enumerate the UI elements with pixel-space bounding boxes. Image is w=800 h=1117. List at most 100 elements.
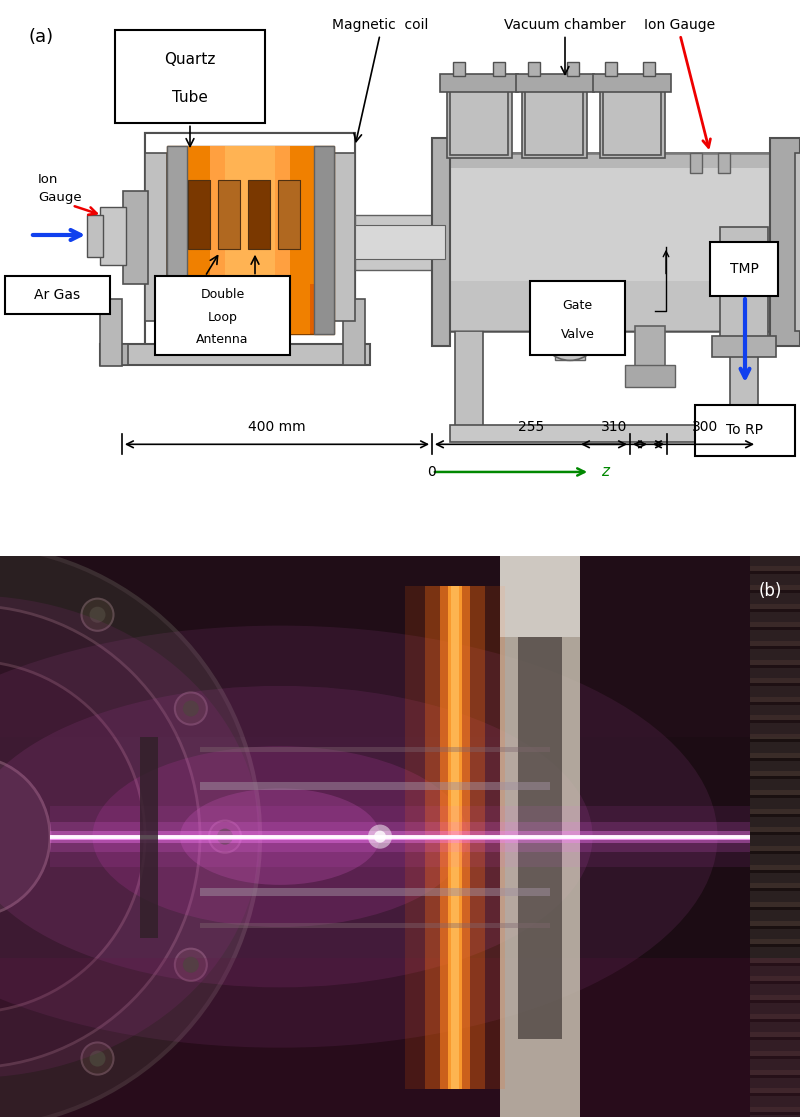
Bar (750, 907, 800, 910)
Bar (750, 901, 800, 910)
Bar (567, 63, 579, 76)
Bar (690, 153, 702, 173)
Bar (425, 586, 485, 1089)
Bar (314, 146, 334, 334)
Bar (493, 63, 505, 76)
Circle shape (82, 599, 114, 631)
Text: Double: Double (200, 288, 245, 300)
Circle shape (183, 700, 199, 716)
Bar (440, 281, 775, 331)
Circle shape (540, 302, 600, 361)
Bar (225, 146, 275, 334)
Bar (750, 697, 800, 705)
Bar (750, 995, 800, 1003)
Circle shape (0, 661, 145, 1012)
Bar (440, 153, 775, 168)
Bar (750, 1019, 800, 1022)
Bar (750, 603, 800, 612)
Bar (750, 1094, 800, 1097)
Bar (635, 326, 665, 380)
Bar (140, 737, 158, 938)
Bar (167, 146, 334, 285)
Bar (750, 976, 800, 984)
Bar (432, 139, 450, 345)
Text: Valve: Valve (561, 328, 594, 341)
Ellipse shape (0, 595, 260, 1078)
Bar (750, 1088, 800, 1097)
Circle shape (374, 831, 386, 842)
Bar (750, 790, 800, 798)
Text: Vacuum chamber: Vacuum chamber (504, 18, 626, 31)
Text: Ion Gauge: Ion Gauge (645, 18, 715, 31)
Bar (750, 720, 800, 724)
Bar (405, 586, 505, 1089)
Bar (750, 684, 800, 686)
Text: 300: 300 (692, 420, 718, 433)
Bar (155, 276, 290, 355)
Circle shape (90, 607, 106, 623)
Bar (750, 716, 800, 724)
Text: TMP: TMP (730, 262, 758, 276)
Circle shape (0, 545, 260, 1117)
Bar (355, 216, 445, 269)
Bar (451, 586, 459, 1089)
Bar (750, 1107, 800, 1115)
Bar (750, 1014, 800, 1022)
Bar (750, 795, 800, 798)
Bar (750, 571, 800, 574)
Text: Quartz: Quartz (164, 52, 216, 67)
Bar (750, 1051, 800, 1059)
Bar (750, 865, 800, 872)
Text: (b): (b) (758, 582, 782, 601)
Bar (440, 586, 470, 1089)
Bar (190, 146, 310, 334)
Bar (115, 30, 265, 123)
Bar (167, 146, 334, 334)
Bar (750, 870, 800, 872)
Text: 0: 0 (428, 465, 436, 479)
Bar (750, 609, 800, 612)
Bar (730, 331, 758, 430)
Bar (518, 637, 562, 1039)
Bar (0, 958, 800, 1117)
Bar (530, 281, 625, 355)
Bar (188, 180, 210, 249)
Bar (750, 813, 800, 817)
Bar (440, 153, 775, 331)
Bar (750, 1070, 800, 1078)
Text: Tube: Tube (172, 89, 208, 105)
Text: Ar Gas: Ar Gas (34, 288, 81, 303)
Bar (605, 63, 617, 76)
Bar (750, 963, 800, 966)
Text: 400 mm: 400 mm (248, 420, 306, 433)
Bar (500, 556, 580, 1117)
Bar (712, 336, 776, 357)
Bar (528, 63, 540, 76)
Circle shape (175, 948, 207, 981)
Bar (555, 306, 585, 361)
Bar (455, 331, 483, 430)
Bar (750, 753, 800, 761)
Bar (50, 834, 750, 839)
Circle shape (0, 605, 200, 1068)
Bar (603, 84, 661, 155)
Bar (750, 776, 800, 780)
Text: (a): (a) (28, 28, 53, 46)
Bar (750, 832, 800, 836)
Bar (200, 747, 550, 752)
Bar (750, 1032, 800, 1040)
Bar (750, 944, 800, 947)
Bar (343, 299, 365, 365)
Bar (750, 828, 800, 836)
Bar (750, 678, 800, 686)
Bar (750, 556, 800, 1117)
Bar (0, 556, 800, 737)
Bar (750, 957, 800, 966)
Bar (333, 153, 355, 321)
Text: Gauge: Gauge (38, 191, 82, 204)
Bar (750, 590, 800, 593)
Bar (750, 566, 800, 574)
Text: Gate: Gate (562, 298, 593, 312)
Bar (750, 739, 800, 742)
Bar (593, 74, 671, 92)
